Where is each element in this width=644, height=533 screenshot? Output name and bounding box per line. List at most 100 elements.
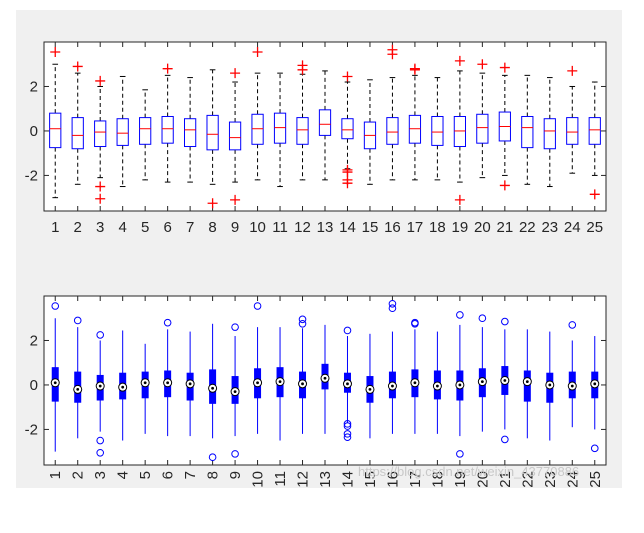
outlier-point	[162, 63, 173, 74]
outlier-point	[411, 318, 419, 327]
x-tick-label: 5	[141, 219, 149, 236]
median-dot	[480, 380, 484, 384]
x-tick-label: 18	[429, 471, 446, 488]
x-tick-label: 11	[272, 471, 289, 487]
median-dot	[413, 381, 417, 385]
x-tick-label: 19	[452, 219, 469, 236]
outlier-point	[208, 453, 217, 462]
outlier-point	[50, 47, 61, 58]
x-tick-label: 10	[250, 471, 267, 488]
median-dot	[53, 381, 57, 385]
x-tick-label: 12	[294, 219, 311, 236]
box-iqr	[588, 117, 601, 145]
x-tick-label: 21	[497, 471, 514, 488]
y-tick-label: 2	[30, 332, 38, 349]
outlier-point	[501, 317, 509, 326]
x-tick-label: 6	[163, 219, 171, 236]
outlier-point	[343, 422, 352, 430]
box-iqr	[408, 114, 422, 144]
x-tick-label: 13	[317, 219, 334, 236]
x-tick-label: 8	[205, 471, 222, 479]
x-tick-label: 2	[74, 219, 82, 236]
outlier-point	[454, 55, 465, 66]
x-tick-label: 20	[474, 219, 491, 236]
median-dot	[301, 382, 304, 386]
outlier-point	[388, 299, 397, 308]
outlier-point	[297, 64, 308, 75]
x-tick-label: 12	[295, 471, 312, 488]
x-tick-label: 24	[564, 219, 581, 236]
x-tick-label: 9	[227, 471, 244, 479]
x-tick-label: 3	[96, 219, 104, 236]
box-iqr	[476, 113, 489, 144]
x-tick-label: 25	[587, 471, 604, 488]
median-dot	[548, 383, 552, 387]
box-iqr	[49, 112, 62, 149]
median-dot	[323, 376, 327, 380]
x-tick-label: 22	[519, 471, 536, 488]
x-tick-label: 4	[115, 471, 132, 479]
outlier-point	[230, 194, 241, 205]
outlier-point	[72, 61, 83, 72]
y-tick-label: -2	[25, 421, 38, 438]
x-tick-label: 23	[541, 219, 558, 236]
outlier-point	[589, 189, 600, 200]
outlier-point	[73, 316, 82, 325]
x-tick-label: 4	[119, 219, 127, 236]
outlier-point	[478, 314, 487, 323]
y-tick-label: -2	[25, 167, 38, 184]
outlier-point	[454, 194, 465, 205]
box-iqr	[386, 117, 399, 145]
outlier-point	[409, 63, 420, 74]
box-iqr	[161, 115, 174, 144]
box-iqr	[543, 118, 556, 150]
y-tick-label: 0	[30, 377, 38, 394]
x-tick-label: 8	[208, 219, 216, 236]
median-dot	[391, 384, 394, 388]
median-dot	[346, 382, 349, 386]
x-tick-label: 24	[564, 471, 581, 488]
x-tick-label: 16	[384, 219, 401, 236]
x-tick-label: 1	[51, 219, 59, 236]
box-iqr	[116, 118, 129, 146]
x-tick-label: 7	[186, 219, 194, 236]
median-dot	[121, 385, 125, 389]
axes-frame	[43, 41, 607, 212]
x-tick-label: 20	[474, 471, 491, 488]
outlier-point	[499, 62, 510, 73]
median-dot	[278, 380, 282, 384]
x-tick-label: 1	[47, 471, 64, 479]
outlier-point	[95, 193, 106, 204]
outlier-point	[590, 444, 599, 453]
x-tick-label: 16	[384, 471, 401, 488]
outlier-point	[96, 331, 104, 339]
x-tick-label: 14	[339, 219, 356, 236]
box-iqr	[71, 117, 84, 150]
median-dot	[76, 387, 80, 391]
median-dot	[143, 381, 147, 385]
outlier-point	[567, 65, 578, 76]
outlier-point	[343, 420, 352, 428]
box-iqr	[431, 115, 444, 146]
outlier-point	[253, 302, 262, 310]
outlier-point	[568, 321, 577, 329]
x-tick-label: 11	[272, 219, 288, 236]
x-tick-label: 25	[586, 219, 603, 236]
outlier-point	[499, 180, 510, 191]
median-dot	[458, 383, 462, 387]
box-iqr	[184, 118, 197, 148]
watermark-text: https://blog.csdn.net/weixin_43770886	[358, 464, 579, 479]
x-tick-label: 9	[231, 219, 239, 236]
outlier-point	[95, 75, 106, 86]
median-dot	[188, 382, 192, 386]
outlier-point	[298, 315, 307, 324]
x-tick-label: 17	[407, 219, 424, 236]
outlier-point	[342, 178, 353, 189]
box-iqr	[273, 112, 287, 144]
x-tick-label: 22	[519, 219, 536, 236]
median-dot	[503, 379, 507, 382]
x-tick-label: 10	[249, 219, 266, 236]
